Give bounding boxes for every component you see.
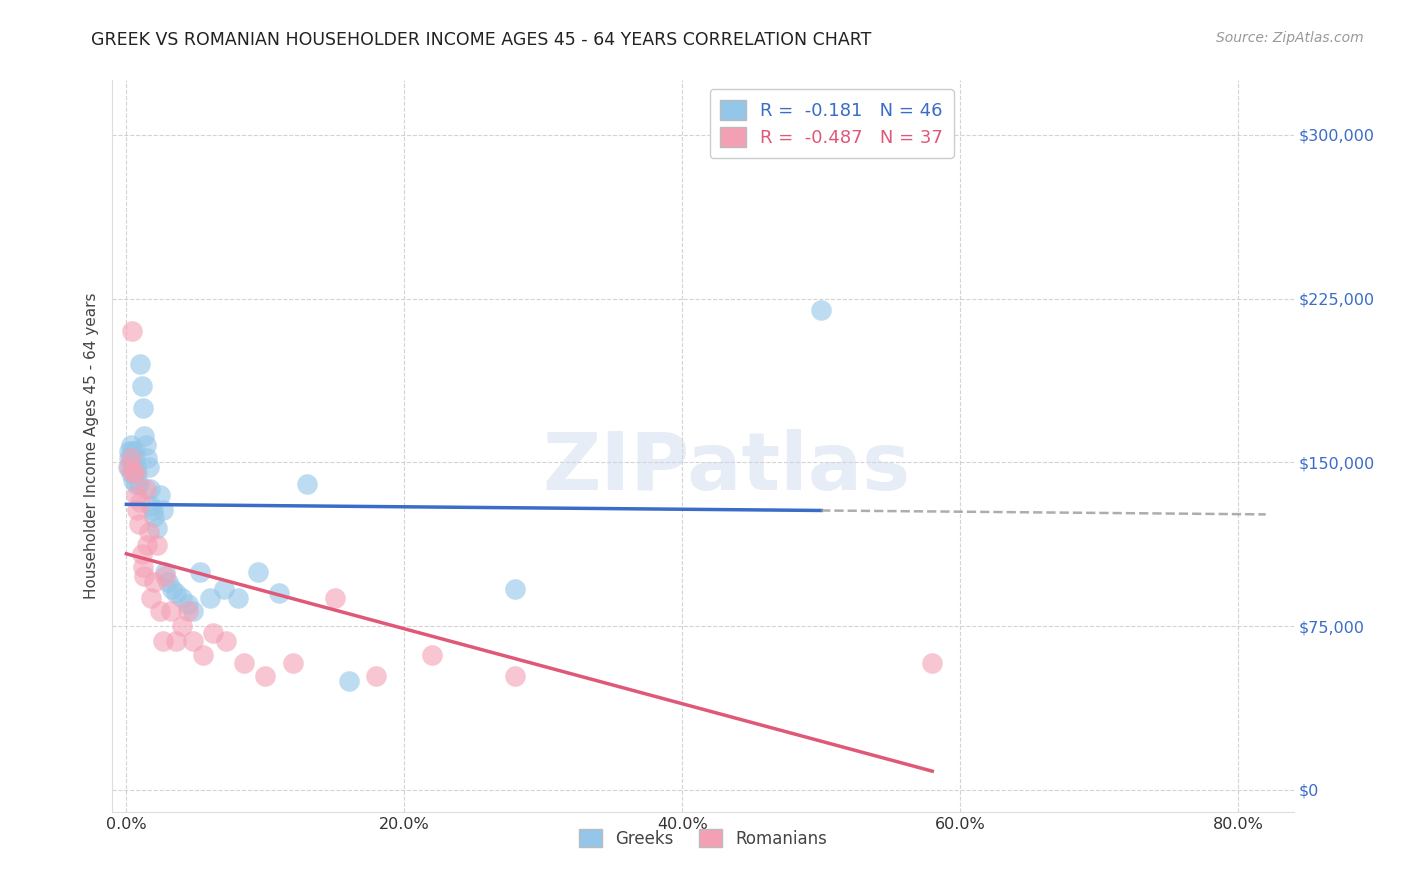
- Point: [233, 657, 256, 671]
- Point: [132, 401, 155, 415]
- Point: [247, 565, 270, 579]
- Point: [125, 459, 148, 474]
- Point: [120, 467, 142, 481]
- Point: [124, 444, 146, 458]
- Point: [127, 467, 149, 481]
- Point: [149, 488, 172, 502]
- Point: [160, 604, 183, 618]
- Point: [281, 657, 304, 671]
- Point: [143, 575, 166, 590]
- Point: [215, 634, 238, 648]
- Point: [121, 324, 143, 338]
- Point: [118, 444, 141, 458]
- Point: [170, 591, 193, 605]
- Point: [201, 625, 224, 640]
- Point: [226, 591, 249, 605]
- Point: [127, 503, 149, 517]
- Point: [141, 499, 163, 513]
- Point: [122, 473, 145, 487]
- Point: [118, 459, 141, 474]
- Point: [170, 619, 193, 633]
- Point: [138, 525, 160, 540]
- Point: [138, 459, 160, 474]
- Point: [129, 494, 152, 508]
- Point: [128, 477, 150, 491]
- Point: [152, 634, 174, 648]
- Point: [505, 669, 527, 683]
- Point: [176, 597, 198, 611]
- Point: [122, 467, 145, 481]
- Point: [124, 450, 146, 465]
- Point: [198, 591, 221, 605]
- Point: [141, 591, 163, 605]
- Point: [155, 565, 177, 579]
- Point: [131, 379, 153, 393]
- Point: [143, 510, 166, 524]
- Point: [188, 565, 211, 579]
- Point: [129, 357, 152, 371]
- Point: [160, 582, 183, 596]
- Point: [337, 673, 360, 688]
- Point: [131, 547, 153, 561]
- Point: [146, 521, 169, 535]
- Point: [505, 582, 527, 596]
- Point: [132, 560, 155, 574]
- Point: [117, 459, 139, 474]
- Point: [420, 648, 443, 662]
- Point: [165, 586, 187, 600]
- Point: [146, 538, 169, 552]
- Point: [120, 438, 142, 452]
- Point: [142, 503, 165, 517]
- Point: [121, 444, 143, 458]
- Point: [118, 450, 141, 465]
- Point: [135, 482, 157, 496]
- Point: [139, 482, 162, 496]
- Point: [181, 604, 204, 618]
- Point: [136, 450, 159, 465]
- Point: [149, 604, 172, 618]
- Text: GREEK VS ROMANIAN HOUSEHOLDER INCOME AGES 45 - 64 YEARS CORRELATION CHART: GREEK VS ROMANIAN HOUSEHOLDER INCOME AGE…: [91, 31, 872, 49]
- Point: [176, 604, 198, 618]
- Point: [128, 516, 150, 531]
- Point: [124, 467, 146, 481]
- Point: [135, 438, 157, 452]
- Point: [212, 582, 235, 596]
- Point: [165, 634, 187, 648]
- Point: [810, 302, 832, 317]
- Point: [155, 569, 177, 583]
- Point: [254, 669, 277, 683]
- Point: [134, 569, 156, 583]
- Y-axis label: Householder Income Ages 45 - 64 years: Householder Income Ages 45 - 64 years: [83, 293, 98, 599]
- Legend: Greeks, Romanians: Greeks, Romanians: [572, 822, 834, 855]
- Point: [136, 538, 159, 552]
- Point: [323, 591, 346, 605]
- Point: [366, 669, 388, 683]
- Text: Source: ZipAtlas.com: Source: ZipAtlas.com: [1216, 31, 1364, 45]
- Point: [157, 575, 180, 590]
- Point: [152, 503, 174, 517]
- Point: [120, 450, 142, 465]
- Point: [921, 657, 943, 671]
- Point: [134, 429, 156, 443]
- Text: ZIPatlas: ZIPatlas: [543, 429, 911, 507]
- Point: [295, 477, 318, 491]
- Point: [125, 488, 148, 502]
- Point: [181, 634, 204, 648]
- Point: [269, 586, 291, 600]
- Point: [191, 648, 214, 662]
- Point: [122, 459, 145, 474]
- Point: [121, 455, 143, 469]
- Point: [125, 477, 148, 491]
